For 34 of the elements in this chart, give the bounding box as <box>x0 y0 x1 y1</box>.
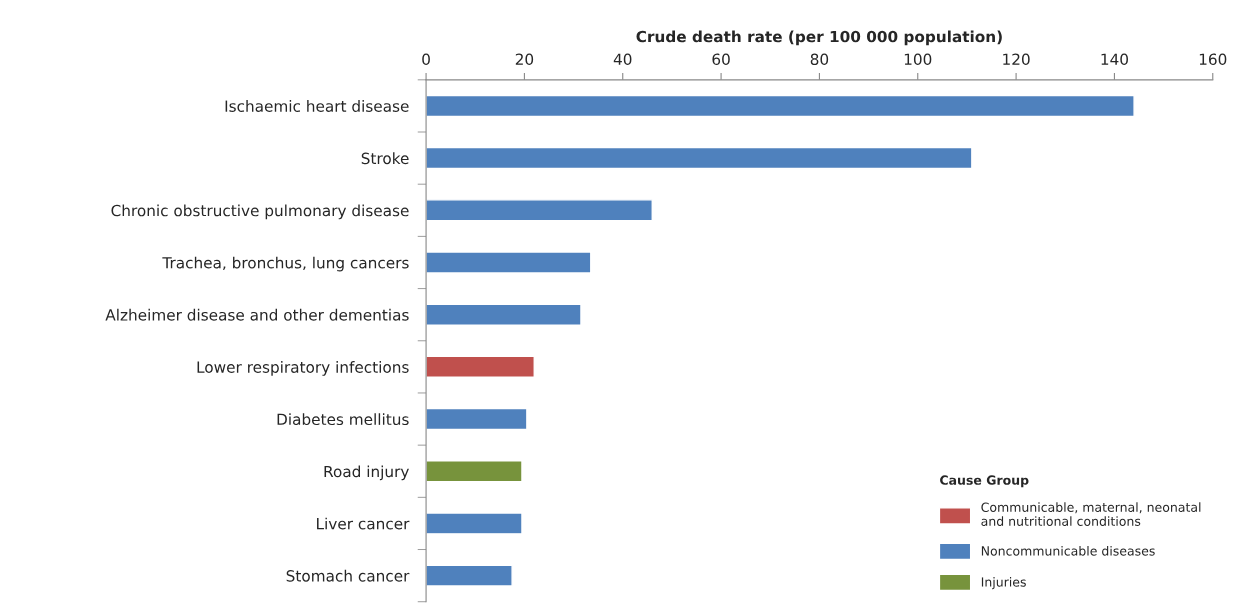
bar <box>426 355 535 378</box>
bar <box>426 94 1135 118</box>
y-tick-label: Alzheimer disease and other dementias <box>105 308 409 321</box>
y-tick-label: Liver cancer <box>317 517 410 530</box>
bar <box>426 564 513 587</box>
x-tick-label: 140 <box>1101 53 1128 66</box>
bar <box>426 251 592 274</box>
x-tick-label: 80 <box>810 53 829 66</box>
x-tick-label: 20 <box>515 53 534 66</box>
bar <box>426 460 523 483</box>
bar <box>426 407 528 431</box>
bar <box>426 512 523 535</box>
x-tick-label: 60 <box>712 53 730 66</box>
y-tick-label: Stroke <box>361 152 409 165</box>
y-tick-label: Lower respiratory infections <box>197 361 409 376</box>
y-tick-label: Stomach cancer <box>286 569 410 582</box>
bar <box>426 303 582 326</box>
y-tick-label: Chronic obstructive pulmonary disease <box>111 204 409 220</box>
bar <box>426 146 973 170</box>
x-tick-label: 120 <box>1003 53 1030 66</box>
bar <box>426 199 653 222</box>
x-tick-label: 40 <box>613 53 632 66</box>
y-tick-label: Diabetes mellitus <box>277 413 409 426</box>
legend-label: Noncommunicable diseases <box>981 545 1155 556</box>
y-tick-label: Trachea, bronchus, lung cancers <box>162 256 409 272</box>
y-tick-label: Ischaemic heart disease <box>225 100 409 112</box>
legend-label: Injuries <box>981 577 1026 590</box>
x-tick-label: 100 <box>904 53 932 66</box>
x-tick-label: 0 <box>422 53 430 66</box>
legend-label: Communicable, maternal, neonatal and nutritional conditions <box>981 502 1201 526</box>
x-axis-title: Crude death rate (per 100 000 population) <box>636 30 1002 46</box>
x-tick-label: 160 <box>1199 53 1227 66</box>
legend-title: Cause Group <box>940 475 1029 488</box>
y-tick-label: Road injury <box>324 465 409 481</box>
